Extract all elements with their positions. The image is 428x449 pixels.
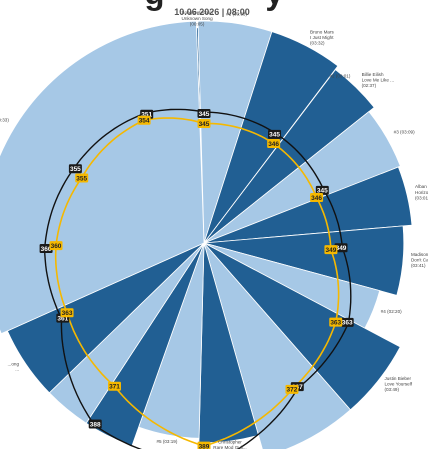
segment-label-4: Billie Eilish Love Me Like ... (02:37) bbox=[362, 72, 394, 88]
segment-label-line: #6 (20:33) bbox=[0, 117, 9, 122]
segment-label-8: #4 (02:20) bbox=[381, 309, 402, 314]
chart-timestamp: 10.06.2026 | 08:00 bbox=[174, 7, 250, 17]
segment-label-line: I Just Might bbox=[310, 35, 334, 40]
yellow-marker-box-7 bbox=[107, 381, 121, 391]
segment-label-6: Alban He...Horizons(03:01) bbox=[415, 184, 428, 200]
yellow-marker-box-2 bbox=[310, 193, 324, 203]
black-marker-box-9 bbox=[39, 244, 53, 254]
segment-label-12: #5 (03:19) bbox=[156, 439, 177, 444]
segment-label-16: #6 (20:33) bbox=[0, 117, 9, 122]
yellow-marker-value-11: 354 bbox=[139, 118, 150, 125]
segment-label-line: ... bbox=[15, 367, 19, 372]
segment-label-line: #3 (03:09) bbox=[394, 130, 415, 135]
segment-label-line: ...ong bbox=[8, 361, 20, 366]
yellow-marker-value-8: 363 bbox=[62, 310, 73, 317]
black-marker-value-10: 355 bbox=[70, 166, 81, 173]
segment-label-line: Don't Call M... bbox=[411, 258, 428, 263]
yellow-marker-value-1: 346 bbox=[268, 141, 279, 148]
segment-layer bbox=[0, 20, 413, 449]
segment-label-2: Bruno Mars I Just Might (03:32) bbox=[310, 29, 334, 45]
segment-label-15: ...ong... bbox=[8, 361, 20, 372]
segment-7 bbox=[203, 225, 405, 296]
black-marker-value-11: 351 bbox=[141, 112, 152, 119]
segment-label-line: (02:37) bbox=[362, 83, 377, 88]
segment-label-1: #1 (03:33) bbox=[226, 11, 247, 16]
segment-label-line: (03:01) bbox=[415, 195, 428, 200]
yellow-marker-value-9: 360 bbox=[51, 243, 62, 250]
segment-label-line: Love Yourself bbox=[384, 382, 412, 387]
yellow-marker-box-1 bbox=[267, 139, 281, 149]
black-marker-box-0 bbox=[197, 109, 211, 118]
black-marker-box-2 bbox=[315, 185, 329, 195]
segment-label-line: Justin Bieber bbox=[384, 376, 411, 381]
segment-label-line: Billie Eilish bbox=[362, 72, 384, 77]
yellow-marker-value-2: 346 bbox=[311, 195, 322, 202]
black-marker-value-3: 349 bbox=[336, 245, 347, 252]
segment-label-line: Rare Mod Gull... bbox=[213, 445, 246, 449]
segment-label-line: #2 (00:01) bbox=[329, 73, 350, 78]
label-layer: Song Detection Unknown Song (00:05) #1 (03:… bbox=[0, 10, 428, 449]
yellow-marker-box-10 bbox=[75, 173, 89, 183]
black-marker-value-4: 363 bbox=[342, 320, 353, 327]
yellow-marker-box-11 bbox=[137, 115, 151, 125]
yellow-marker-value-3: 349 bbox=[325, 247, 336, 254]
black-marker-value-0: 345 bbox=[199, 111, 210, 118]
black-marker-box-4 bbox=[340, 317, 354, 327]
yellow-marker-box-3 bbox=[324, 245, 338, 255]
segment-label-line: #1 (03:33) bbox=[226, 11, 247, 16]
black-marker-box-1 bbox=[268, 129, 282, 139]
black-marker-value-2: 345 bbox=[317, 188, 328, 195]
segment-label-line: Madison Avenue bbox=[411, 252, 428, 257]
yellow-marker-box-6 bbox=[197, 441, 211, 449]
segment-label-3: #2 (00:01) bbox=[329, 73, 350, 78]
black-marker-box-7 bbox=[88, 419, 102, 429]
segment-label-line: #4 (02:20) bbox=[381, 309, 402, 314]
yellow-marker-box-0 bbox=[197, 119, 211, 128]
segment-label-line: #5 (03:19) bbox=[156, 439, 177, 444]
segment-label-line: (03:41) bbox=[411, 263, 426, 268]
segment-5 bbox=[203, 111, 401, 244]
segment-10 bbox=[203, 242, 352, 449]
yellow-marker-value-4: 363 bbox=[330, 319, 341, 326]
yellow-marker-box-4 bbox=[329, 317, 343, 327]
badge-layer: 3453453453493633673923883613603553513453… bbox=[39, 109, 354, 449]
segment-label-line: Unknown Song bbox=[182, 16, 214, 21]
yellow-marker-value-0: 345 bbox=[199, 121, 210, 128]
segment-label-9: Justin Bieber Love Yourself (03:49) bbox=[384, 376, 412, 392]
black-marker-box-10 bbox=[68, 164, 82, 174]
segment-label-line: (00:05) bbox=[190, 21, 205, 26]
yellow-marker-value-7: 371 bbox=[109, 384, 120, 391]
segment-label-line: Alban He... bbox=[415, 184, 428, 189]
segment-6 bbox=[203, 166, 413, 244]
chart-title-fragment: g y bbox=[144, 0, 284, 11]
segment-label-line: Christopher bbox=[218, 440, 242, 445]
segment-label-line: (03:32) bbox=[310, 41, 325, 46]
segment-label-line: Love Me Like ... bbox=[362, 78, 394, 83]
black-marker-value-9: 360 bbox=[41, 246, 52, 253]
yellow-marker-value-10: 355 bbox=[76, 175, 87, 182]
black-marker-value-8: 361 bbox=[57, 315, 68, 322]
yellow-marker-box-5 bbox=[285, 384, 299, 394]
yellow-marker-value-6: 389 bbox=[199, 443, 210, 449]
segment-16 bbox=[0, 20, 205, 335]
segment-label-line: (03:49) bbox=[384, 387, 399, 392]
yellow-marker-value-5: 372 bbox=[287, 387, 298, 394]
black-marker-box-3 bbox=[334, 243, 348, 253]
segment-label-7: Madison AvenueDon't Call M...(03:41) bbox=[411, 252, 428, 268]
black-marker-value-1: 345 bbox=[269, 132, 280, 139]
yellow-marker-box-8 bbox=[60, 308, 74, 318]
yellow-marker-box-9 bbox=[49, 241, 63, 251]
black-marker-value-7: 388 bbox=[90, 421, 101, 428]
segment-label-5: #3 (03:09) bbox=[394, 130, 415, 135]
segment-label-line: Horizons bbox=[415, 190, 428, 195]
segment-label-line: Bruno Mars bbox=[310, 29, 334, 34]
segment-label-0: Song Detection Unknown Song (00:05) bbox=[181, 10, 213, 26]
segment-label-line: Song Detection bbox=[181, 10, 213, 15]
